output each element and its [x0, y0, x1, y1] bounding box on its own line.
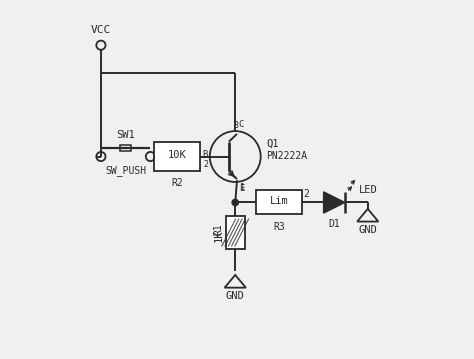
Polygon shape: [324, 192, 345, 213]
Text: GND: GND: [226, 291, 245, 301]
Text: 3: 3: [234, 121, 238, 130]
Text: B: B: [203, 150, 208, 159]
Text: GND: GND: [358, 225, 377, 235]
FancyBboxPatch shape: [120, 145, 131, 151]
Text: VCC: VCC: [91, 24, 111, 34]
Text: R1: R1: [214, 223, 224, 235]
Circle shape: [231, 199, 239, 206]
Text: 1: 1: [240, 183, 245, 192]
Text: 10K: 10K: [167, 150, 186, 160]
Text: SW_PUSH: SW_PUSH: [105, 165, 146, 176]
Text: 2: 2: [204, 160, 209, 169]
Text: 2: 2: [304, 189, 310, 199]
FancyBboxPatch shape: [154, 143, 200, 171]
FancyBboxPatch shape: [256, 191, 302, 214]
Text: R3: R3: [273, 222, 285, 232]
Text: R2: R2: [171, 178, 183, 188]
Text: E: E: [239, 184, 244, 193]
Text: LED: LED: [358, 185, 377, 195]
Text: D1: D1: [328, 219, 340, 229]
Text: 1K: 1K: [214, 230, 224, 242]
Text: Lim: Lim: [270, 196, 289, 206]
Text: C: C: [239, 120, 244, 129]
FancyBboxPatch shape: [226, 216, 245, 249]
Text: SW1: SW1: [116, 130, 135, 140]
Text: Q1: Q1: [266, 139, 279, 149]
Text: PN2222A: PN2222A: [266, 151, 307, 161]
